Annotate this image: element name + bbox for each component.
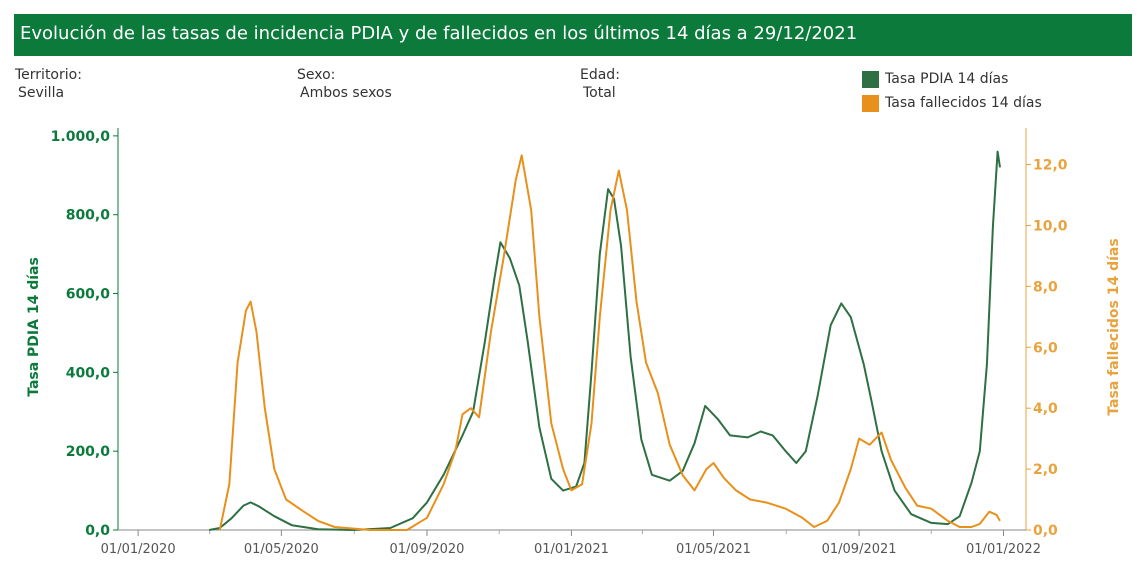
filter-value: Ambos sexos (300, 85, 392, 101)
y-left-tick-label: 800,0 (66, 208, 111, 224)
chart-axes (113, 128, 1031, 536)
legend-swatch-pdia (862, 70, 879, 88)
y-right-tick-label: 4,0 (1033, 401, 1058, 417)
y-right-tick-label: 6,0 (1033, 340, 1058, 356)
x-tick-label: 01/01/2022 (966, 542, 1041, 557)
x-tick-label: 01/01/2021 (534, 542, 609, 557)
series-line-pdia (209, 150, 1001, 531)
legend-item-fallecidos[interactable]: Tasa fallecidos 14 días (862, 91, 1042, 115)
filter-value: Total (583, 85, 616, 101)
filter-edad: Edad: Total (580, 66, 620, 102)
chart-series (209, 150, 1001, 531)
chart-labels: 0,0 200,0 400,0 600,0 800,0 1.000,0 0,0 2,0 4,0 6… (26, 129, 1122, 557)
y-left-tick-label: 400,0 (66, 365, 111, 381)
y-axis-left-title: Tasa PDIA 14 días (26, 257, 42, 397)
x-tick-label: 01/09/2020 (390, 542, 465, 557)
y-left-tick-label: 0,0 (85, 523, 110, 539)
y-left-tick-label: 200,0 (66, 444, 111, 460)
chart-legend: Tasa PDIA 14 días Tasa fallecidos 14 día… (862, 67, 1042, 115)
y-left-tick-label: 600,0 (66, 287, 111, 303)
legend-item-pdia[interactable]: Tasa PDIA 14 días (862, 67, 1042, 91)
y-right-tick-label: 10,0 (1033, 218, 1068, 234)
series-line-fallecidos (218, 154, 1001, 531)
y-right-tick-label: 12,0 (1033, 158, 1068, 174)
y-right-tick-label: 8,0 (1033, 279, 1058, 295)
filter-value: Sevilla (18, 85, 65, 101)
y-left-tick-label: 1.000,0 (51, 129, 111, 145)
filter-label: Sexo: (297, 67, 336, 83)
legend-swatch-fallecidos (862, 94, 879, 112)
filter-label: Edad: (580, 67, 620, 83)
x-tick-label: 01/05/2021 (676, 542, 751, 557)
y-right-tick-label: 2,0 (1033, 462, 1058, 478)
x-tick-label: 01/05/2020 (244, 542, 319, 557)
filter-sexo: Sexo: Ambos sexos (297, 66, 392, 102)
filter-label: Territorio: (15, 67, 82, 83)
chart-title: Evolución de las tasas de incidencia PDI… (14, 14, 1132, 56)
legend-label-pdia: Tasa PDIA 14 días (885, 71, 1009, 87)
y-axis-right-title: Tasa fallecidos 14 días (1106, 238, 1122, 415)
y-right-tick-label: 0,0 (1033, 523, 1058, 539)
x-tick-label: 01/01/2020 (101, 542, 176, 557)
filter-territorio: Territorio: Sevilla (15, 66, 82, 102)
legend-label-fallecidos: Tasa fallecidos 14 días (885, 95, 1042, 111)
x-tick-label: 01/09/2021 (822, 542, 897, 557)
